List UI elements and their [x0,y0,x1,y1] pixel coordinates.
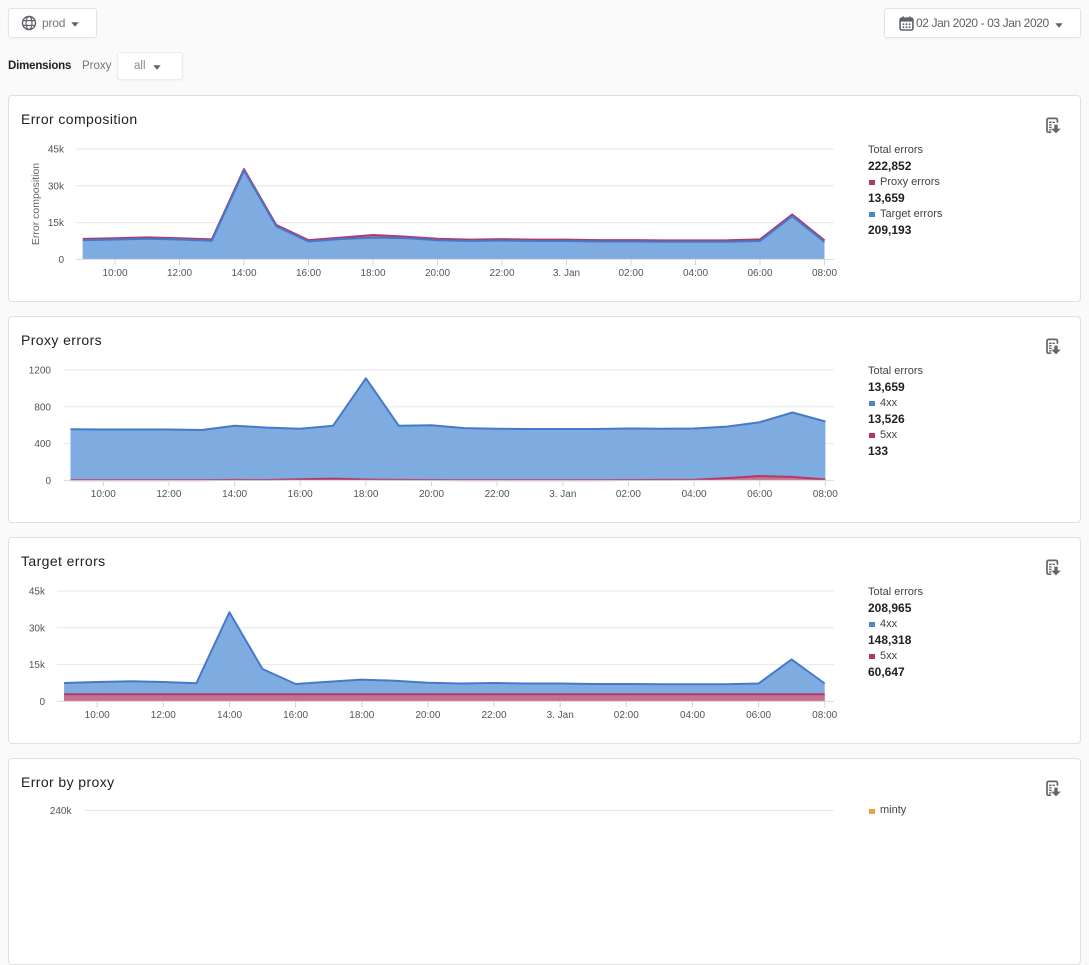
svg-text:3. Jan: 3. Jan [549,489,576,500]
svg-text:22:00: 22:00 [481,710,506,721]
svg-text:16:00: 16:00 [288,489,313,500]
svg-text:400: 400 [34,439,51,450]
svg-text:0: 0 [39,697,45,708]
svg-text:45k: 45k [29,587,46,598]
svg-text:08:00: 08:00 [812,268,837,279]
svg-text:02:00: 02:00 [614,710,639,721]
svg-text:0: 0 [45,476,51,487]
svg-text:14:00: 14:00 [231,268,256,279]
svg-text:0: 0 [58,255,64,266]
svg-text:08:00: 08:00 [812,710,837,721]
svg-text:3. Jan: 3. Jan [553,268,580,279]
svg-text:02:00: 02:00 [618,268,643,279]
svg-text:22:00: 22:00 [489,268,514,279]
svg-text:18:00: 18:00 [360,268,385,279]
svg-text:06:00: 06:00 [747,489,772,500]
svg-text:240k: 240k [50,806,73,817]
svg-text:Error composition: Error composition [30,163,42,245]
svg-text:08:00: 08:00 [813,489,838,500]
svg-text:06:00: 06:00 [747,268,772,279]
svg-text:04:00: 04:00 [682,489,707,500]
svg-text:14:00: 14:00 [217,710,242,721]
svg-text:02:00: 02:00 [616,489,641,500]
svg-text:15k: 15k [48,218,65,229]
svg-text:15k: 15k [29,660,46,671]
svg-text:06:00: 06:00 [746,710,771,721]
svg-text:20:00: 20:00 [425,268,450,279]
svg-text:12:00: 12:00 [156,489,181,500]
svg-text:16:00: 16:00 [283,710,308,721]
svg-text:14:00: 14:00 [222,489,247,500]
svg-text:3. Jan: 3. Jan [547,710,574,721]
svg-text:30k: 30k [29,623,46,634]
svg-text:10:00: 10:00 [91,489,116,500]
svg-text:20:00: 20:00 [419,489,444,500]
svg-text:12:00: 12:00 [167,268,192,279]
svg-text:20:00: 20:00 [415,710,440,721]
svg-text:10:00: 10:00 [85,710,110,721]
svg-text:1200: 1200 [29,366,52,377]
svg-text:12:00: 12:00 [151,710,176,721]
svg-text:04:00: 04:00 [683,268,708,279]
svg-text:16:00: 16:00 [296,268,321,279]
svg-text:10:00: 10:00 [102,268,127,279]
svg-text:45k: 45k [48,145,65,156]
svg-text:30k: 30k [48,181,65,192]
svg-text:18:00: 18:00 [349,710,374,721]
svg-text:22:00: 22:00 [485,489,510,500]
svg-text:18:00: 18:00 [353,489,378,500]
svg-text:04:00: 04:00 [680,710,705,721]
svg-text:800: 800 [34,402,51,413]
